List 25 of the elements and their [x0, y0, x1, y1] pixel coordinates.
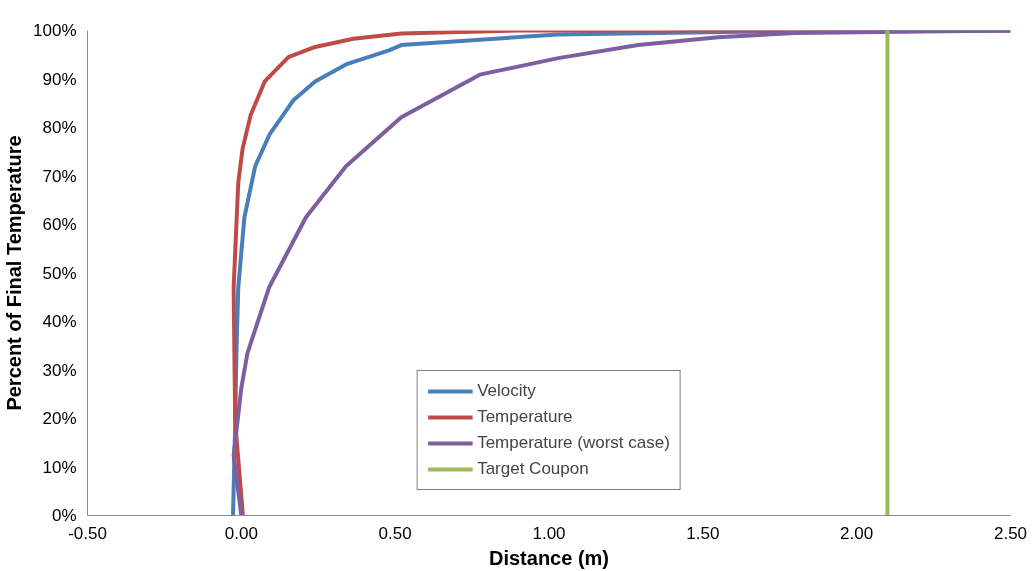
y-tick-label: 100%	[33, 21, 77, 40]
legend-label: Velocity	[477, 381, 536, 401]
x-tick-label: 2.50	[993, 523, 1028, 543]
y-tick-label: 80%	[42, 118, 77, 137]
legend-label: Temperature (worst case)	[477, 433, 670, 453]
x-tick-label: 0.00	[224, 523, 258, 543]
x-axis-title: Distance (m)	[488, 546, 610, 569]
y-tick-label: 90%	[42, 69, 77, 89]
y-tick-label: 30%	[42, 360, 77, 380]
y-tick-label: 20%	[42, 409, 77, 428]
y-tick-label: 10%	[42, 457, 77, 477]
y-tick-label: 50%	[42, 263, 77, 283]
line-series	[231, 30, 1011, 516]
y-tick-label: 0%	[51, 506, 77, 525]
x-tick-label: 1.50	[686, 523, 720, 543]
y-tick-label: 40%	[42, 312, 77, 331]
x-tick-label: -0.50	[68, 523, 107, 543]
y-tick-label: 60%	[42, 215, 77, 234]
y-tick-label: 70%	[42, 166, 77, 186]
x-tick-label: 1.00	[532, 523, 566, 543]
legend-label: Temperature	[477, 407, 573, 427]
legend-label: Target Coupon	[477, 459, 589, 479]
y-axis-title: Percent of Final Temperature	[3, 135, 26, 411]
x-tick-label: 0.50	[378, 523, 412, 543]
x-tick-label: 2.00	[840, 523, 874, 543]
